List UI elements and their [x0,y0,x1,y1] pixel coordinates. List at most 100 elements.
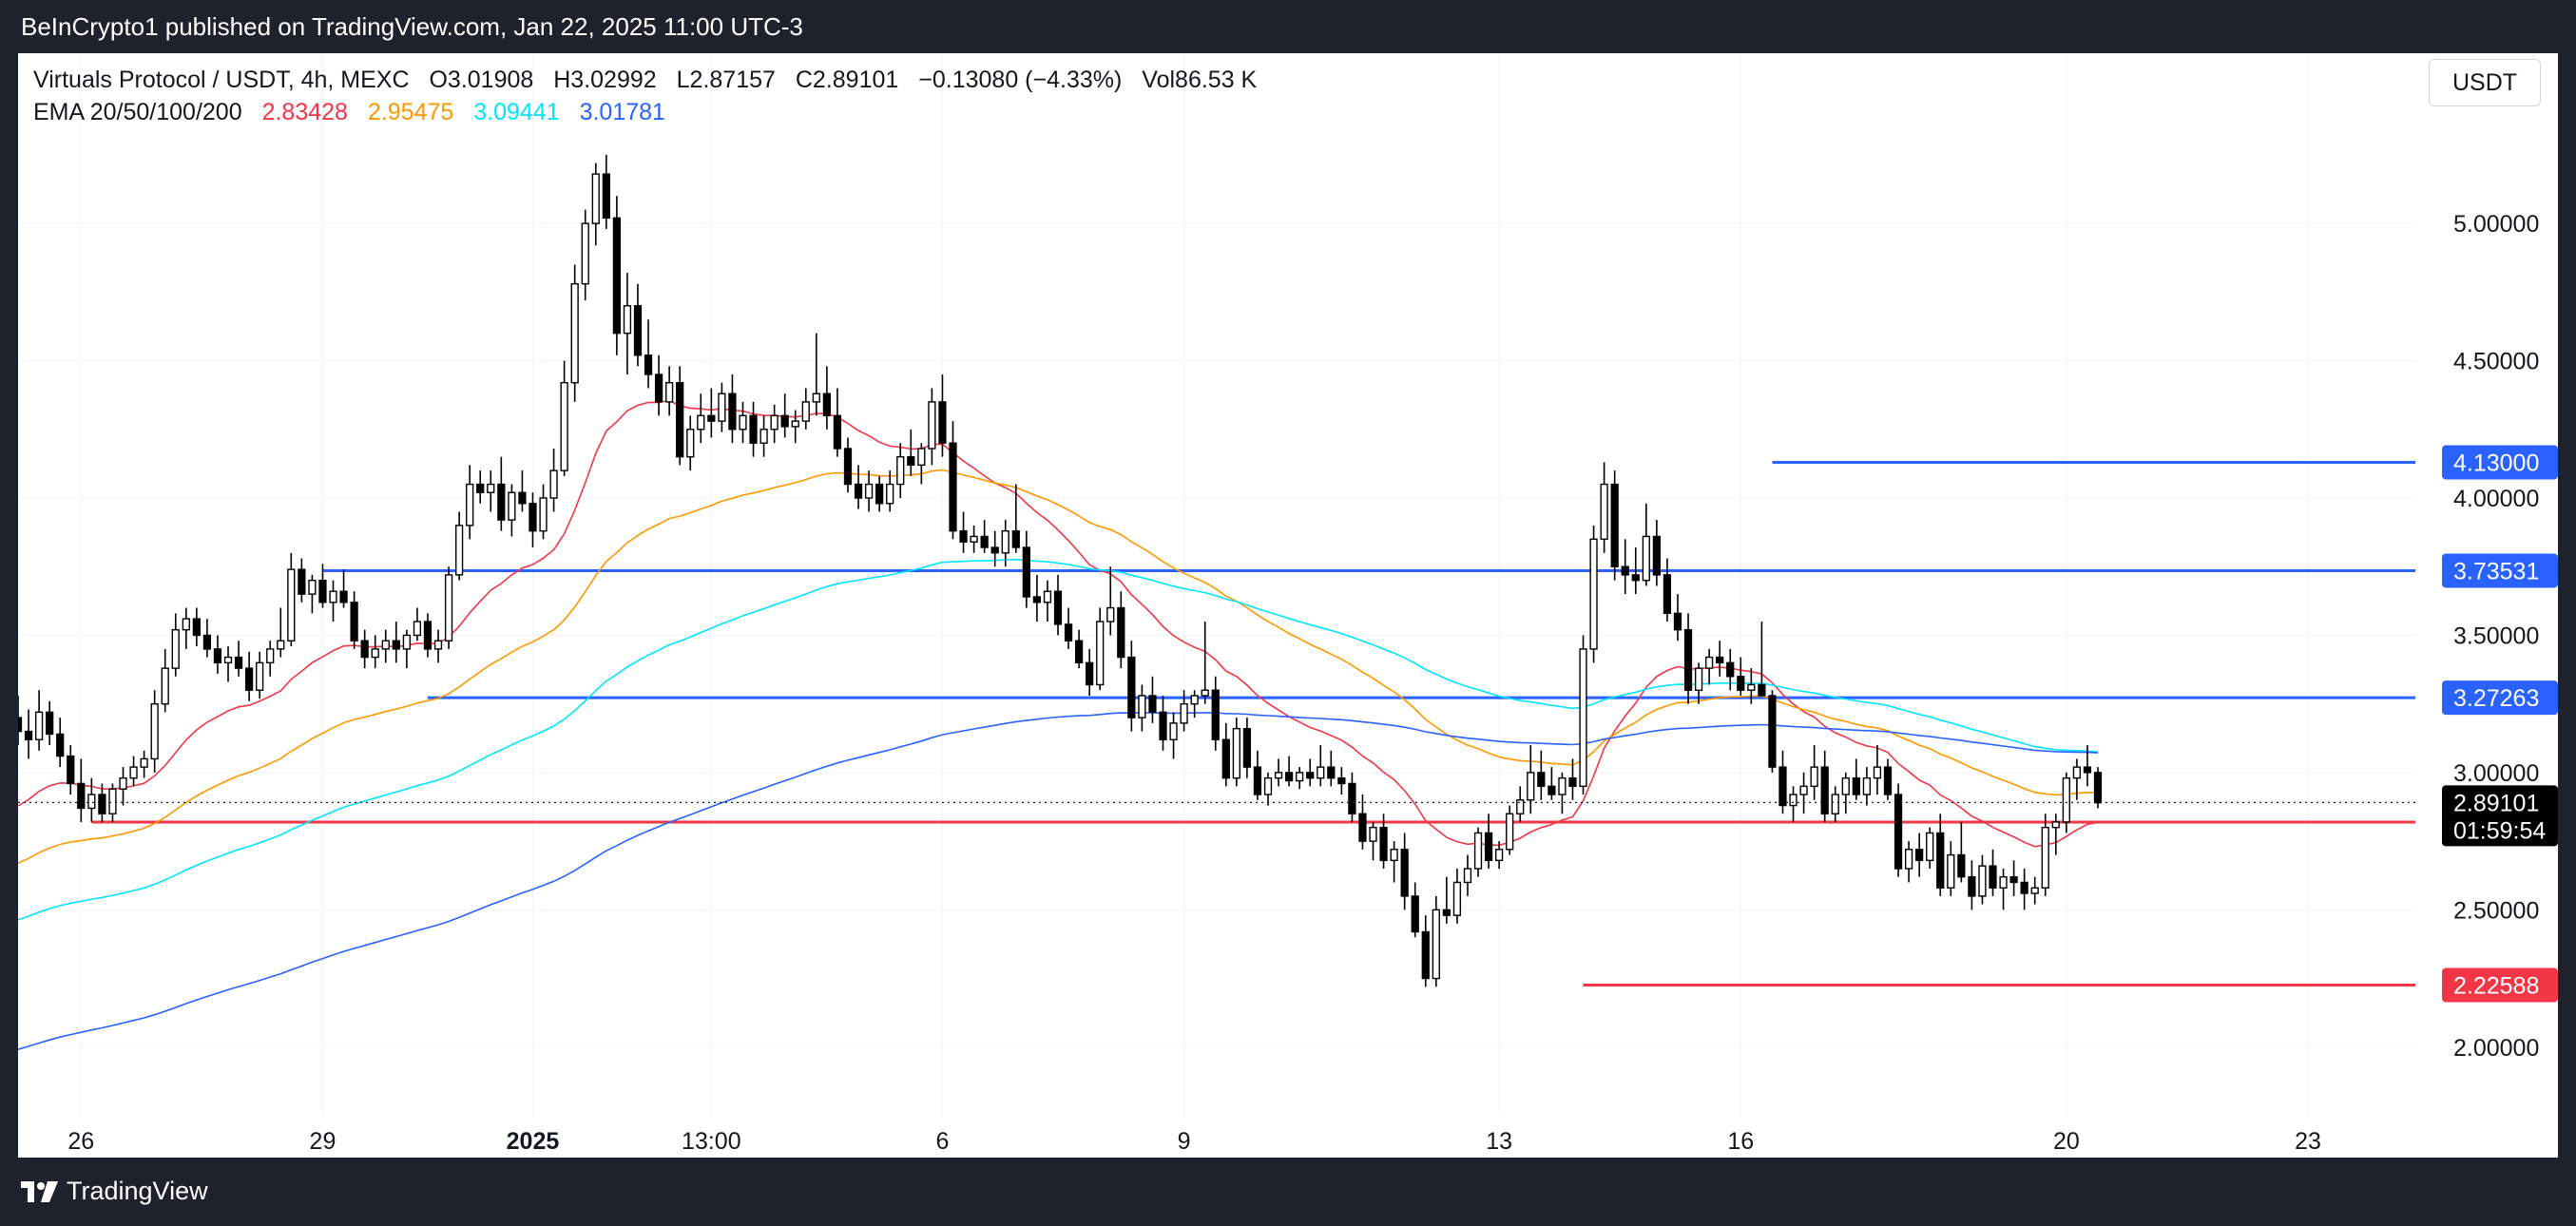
candle-body[interactable] [1999,875,2008,889]
candle-body[interactable] [87,794,96,810]
candle-body[interactable] [161,667,169,705]
candle-body[interactable] [1820,766,1829,814]
candle-body[interactable] [1957,853,1966,878]
candle-body[interactable] [707,414,716,422]
candle-body[interactable] [759,429,768,444]
candle-body[interactable] [213,648,222,664]
currency-button[interactable]: USDT [2429,59,2541,106]
candle-body[interactable] [508,491,516,521]
candle-body[interactable] [854,483,863,499]
candle-body[interactable] [24,730,33,740]
candle-body[interactable] [1862,776,1872,795]
candle-body[interactable] [1758,683,1766,697]
candle-body[interactable] [1894,794,1903,870]
candle-body[interactable] [1253,766,1262,795]
candle-body[interactable] [1642,535,1650,582]
candle-body[interactable] [697,414,705,431]
candle-body[interactable] [423,621,433,650]
candle-body[interactable] [1001,529,1009,554]
candle-body[interactable] [1852,776,1860,795]
price-tag[interactable] [2442,680,2558,716]
candle-body[interactable] [1473,832,1483,870]
candle-body[interactable] [1452,881,1462,916]
candle-body[interactable] [917,448,926,467]
candle-body[interactable] [1432,909,1440,980]
candle-body[interactable] [1117,606,1125,659]
candle-body[interactable] [77,782,86,810]
candle-body[interactable] [843,448,853,486]
candle-body[interactable] [623,305,632,335]
candle-body[interactable] [718,393,726,422]
candle-body[interactable] [1263,776,1273,795]
price-tag[interactable] [2442,553,2558,588]
candle-body[interactable] [1600,483,1608,541]
candle-body[interactable] [1778,766,1787,807]
candle-body[interactable] [1053,590,1063,625]
candle-body[interactable] [2093,772,2103,804]
candle-body[interactable] [392,640,400,650]
candle-body[interactable] [56,733,65,757]
candle-body[interactable] [959,529,968,543]
candle-body[interactable] [1652,535,1662,576]
candle-body[interactable] [822,393,832,417]
candle-body[interactable] [1810,766,1818,788]
candlestick-chart[interactable]: 2.00000 2.50000 3.00000 3.50000 4.00000 4.500… [18,53,2558,1158]
candle-body[interactable] [938,401,947,444]
candle-body[interactable] [2083,766,2092,774]
candle-body[interactable] [140,757,148,768]
candle-body[interactable] [1873,766,1882,779]
candle-body[interactable] [1127,656,1136,718]
candle-body[interactable] [875,483,884,505]
candle-body[interactable] [1442,909,1451,916]
candle-body[interactable] [171,628,180,669]
candle-body[interactable] [644,354,653,375]
candle-body[interactable] [350,602,358,642]
candle-body[interactable] [654,374,663,403]
candle-body[interactable] [277,640,285,650]
candle-body[interactable] [1148,695,1157,714]
candle-body[interactable] [1211,689,1220,740]
candle-body[interactable] [1369,826,1377,842]
candle-body[interactable] [476,483,485,493]
candle-body[interactable] [686,429,695,458]
candle-body[interactable] [1390,849,1398,862]
candle-body[interactable] [129,766,138,779]
tradingview-logo[interactable]: TradingView [21,1177,208,1206]
candle-body[interactable] [298,568,306,595]
candle-body[interactable] [466,483,474,527]
candle-body[interactable] [1484,832,1493,862]
candle-body[interactable] [1400,849,1409,897]
candle-body[interactable] [256,661,264,691]
candle-body[interactable] [1201,689,1209,697]
candle-body[interactable] [1537,772,1546,788]
candle-body[interactable] [1074,640,1084,664]
candle-body[interactable] [1683,628,1693,691]
candle-body[interactable] [1284,772,1294,782]
candle-body[interactable] [2041,826,2049,889]
candle-body[interactable] [1610,483,1619,567]
candle-body[interactable] [1064,623,1073,642]
candle-body[interactable] [2072,766,2082,779]
candle-body[interactable] [1978,865,1987,897]
candle-body[interactable] [980,535,989,548]
candle-body[interactable] [1936,832,1945,889]
candle-body[interactable] [581,222,589,285]
candle-body[interactable] [34,711,44,740]
candle-body[interactable] [1411,895,1419,933]
candle-body[interactable] [497,483,506,521]
ema-legend[interactable]: EMA 20/50/100/200 2.83428 2.95475 3.0944… [33,99,679,126]
candle-body[interactable] [1589,538,1598,650]
candle-body[interactable] [329,590,337,603]
candle-body[interactable] [1789,794,1797,807]
candle-body[interactable] [381,640,390,650]
candle-body[interactable] [801,401,810,422]
candle-body[interactable] [46,711,54,736]
last-price-tag[interactable] [2442,785,2558,847]
candle-body[interactable] [1011,529,1020,548]
candle-body[interactable] [1726,661,1735,678]
candle-body[interactable] [1915,849,1924,862]
candle-body[interactable] [1086,661,1094,686]
candle-body[interactable] [633,305,643,356]
candle-body[interactable] [1737,676,1745,691]
price-tag[interactable] [2442,967,2558,1003]
